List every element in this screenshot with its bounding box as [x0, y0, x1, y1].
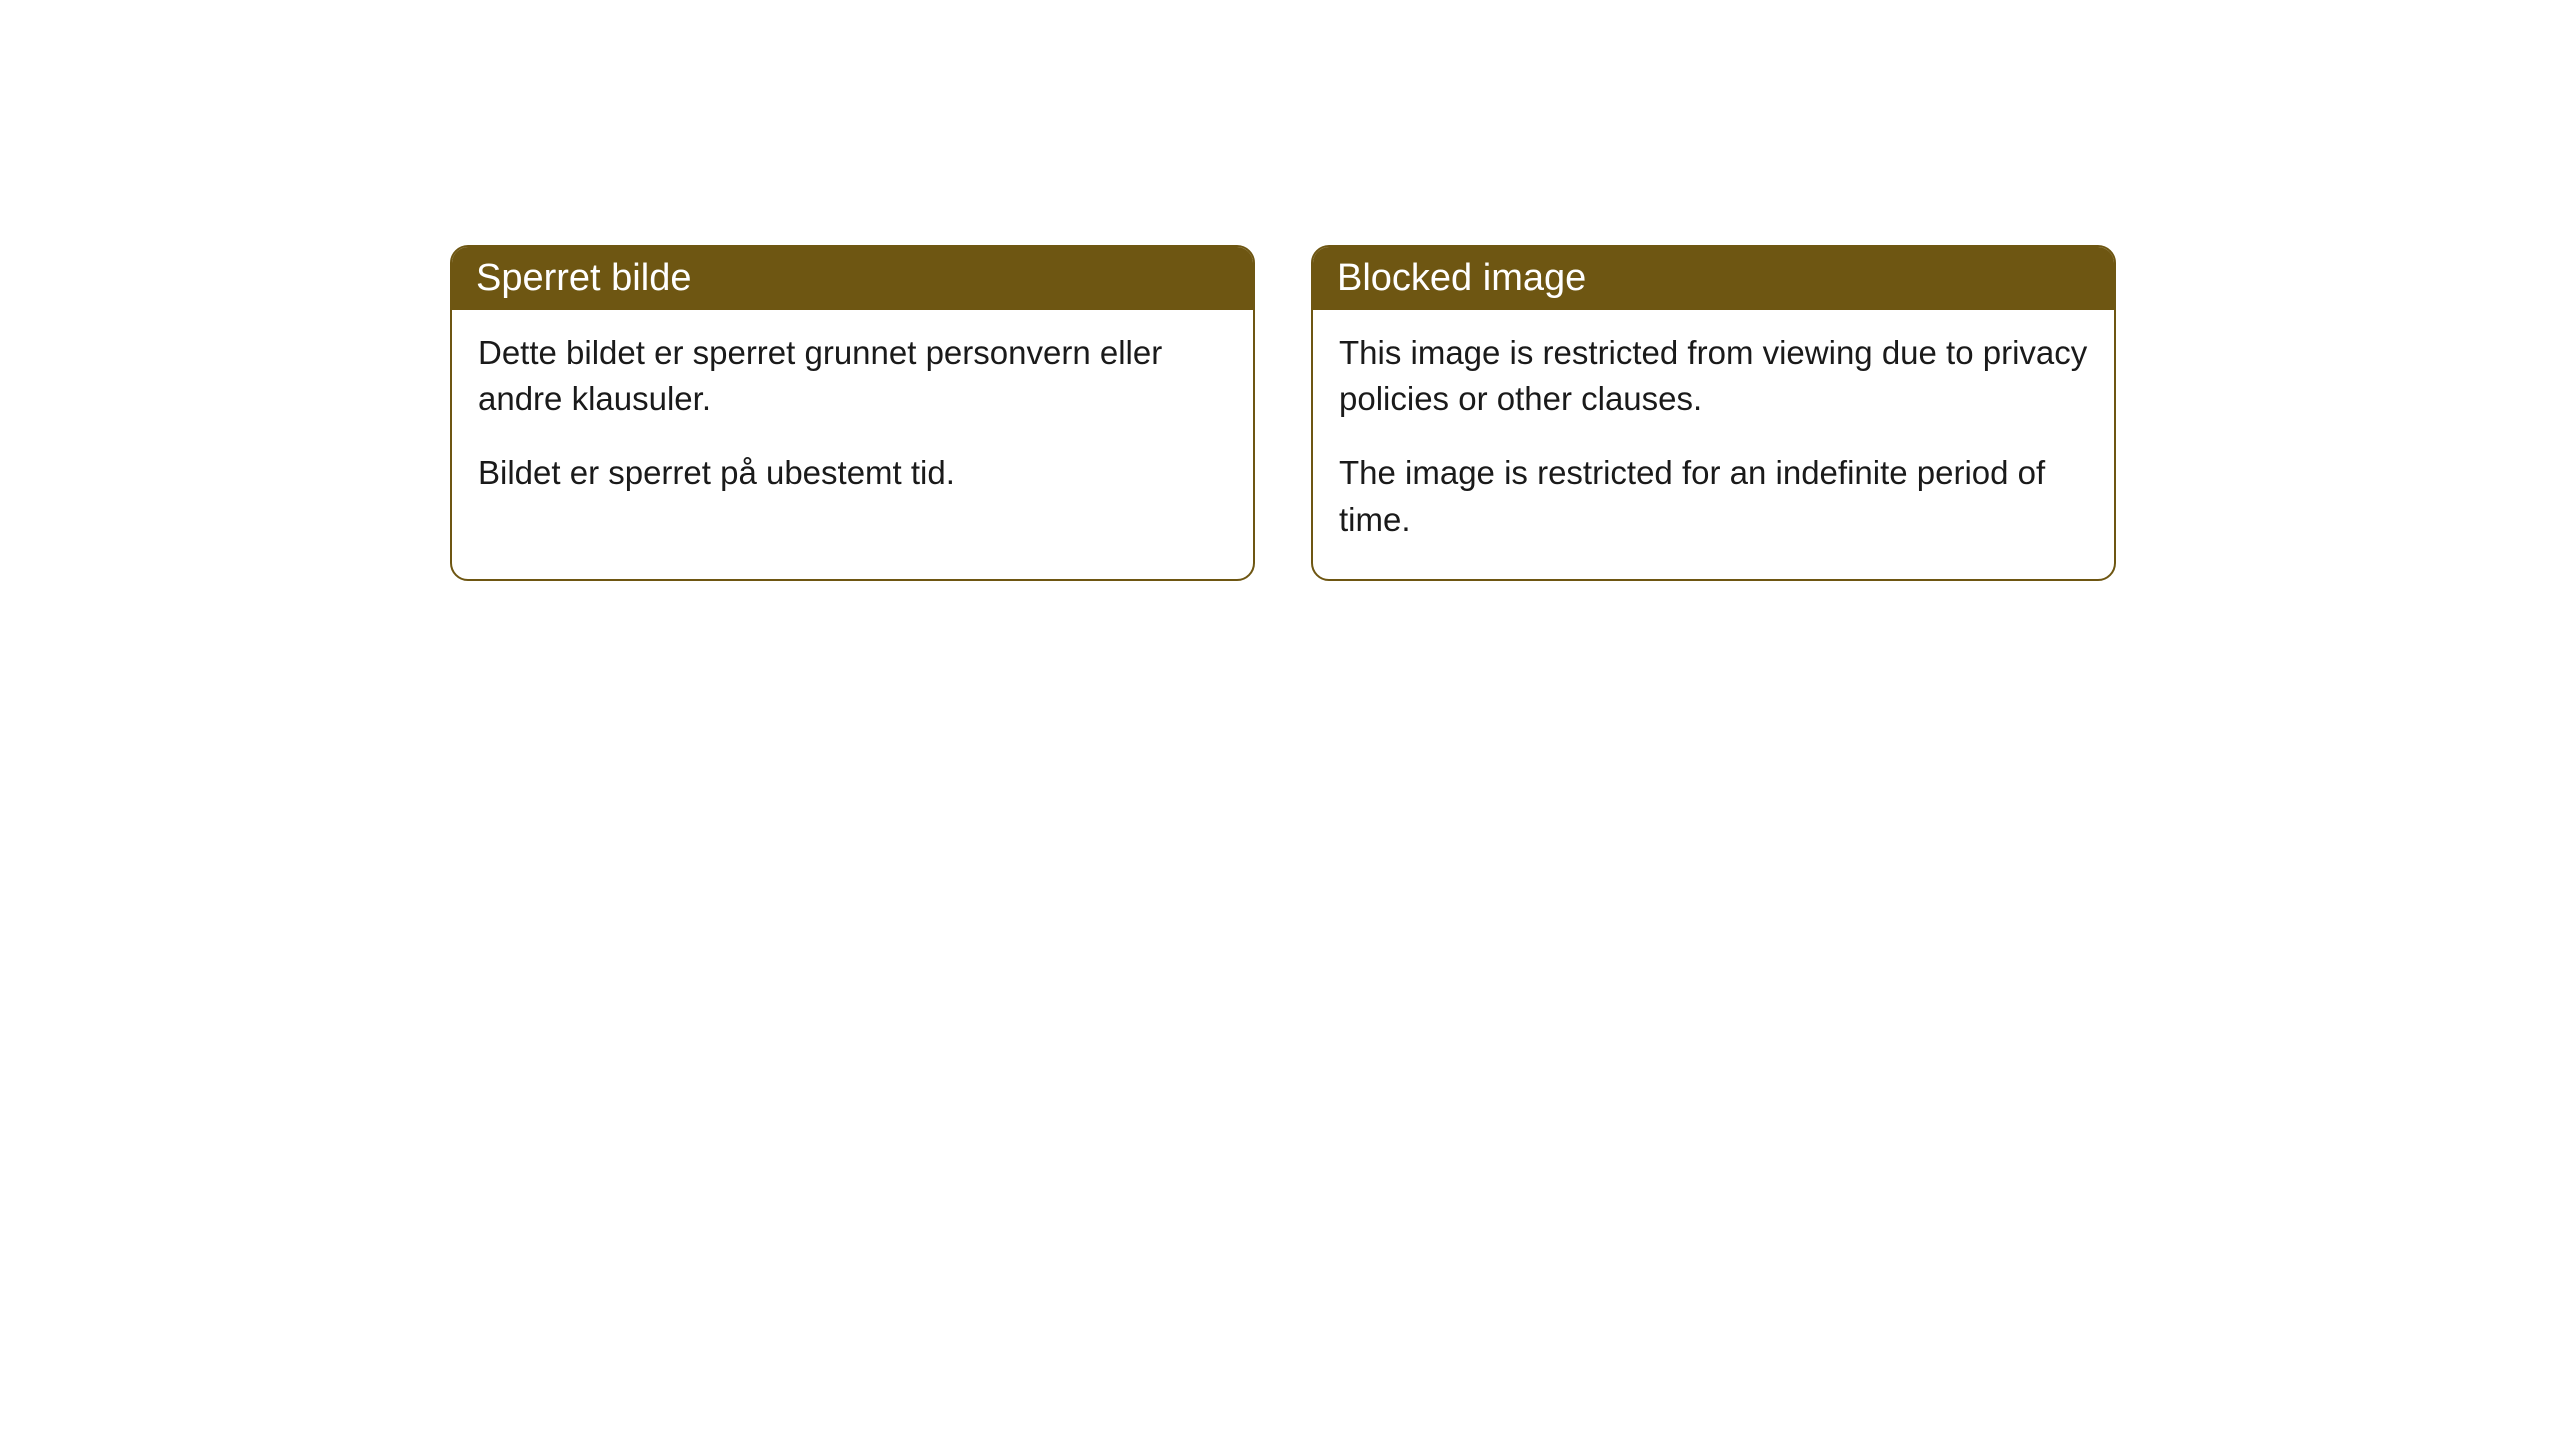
notice-paragraph: Bildet er sperret på ubestemt tid.: [478, 450, 1227, 496]
notice-body: Dette bildet er sperret grunnet personve…: [452, 310, 1253, 533]
notice-header: Sperret bilde: [452, 247, 1253, 310]
notice-paragraph: The image is restricted for an indefinit…: [1339, 450, 2088, 542]
notice-paragraph: Dette bildet er sperret grunnet personve…: [478, 330, 1227, 422]
notice-card-english: Blocked image This image is restricted f…: [1311, 245, 2116, 581]
notice-header: Blocked image: [1313, 247, 2114, 310]
notice-paragraph: This image is restricted from viewing du…: [1339, 330, 2088, 422]
notice-container: Sperret bilde Dette bildet er sperret gr…: [450, 245, 2116, 581]
notice-body: This image is restricted from viewing du…: [1313, 310, 2114, 579]
notice-card-norwegian: Sperret bilde Dette bildet er sperret gr…: [450, 245, 1255, 581]
